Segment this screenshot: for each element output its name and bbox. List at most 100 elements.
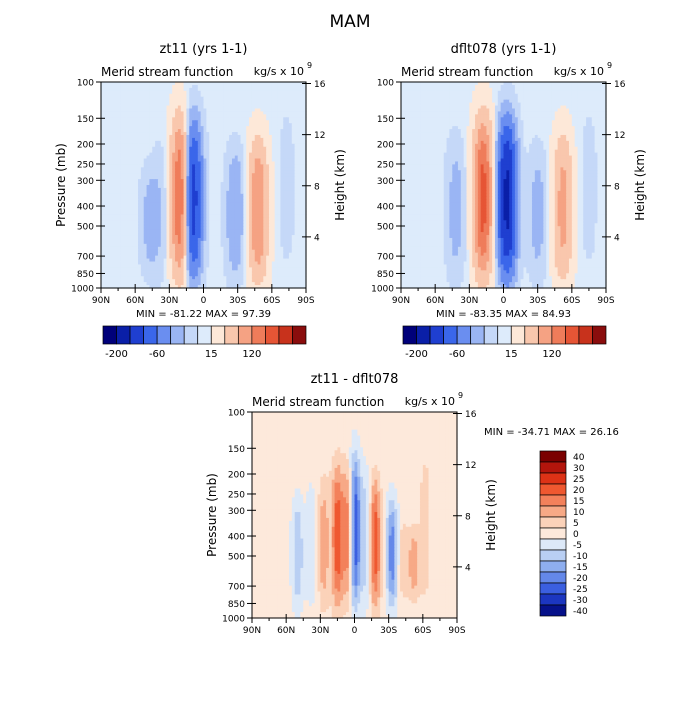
field-cell bbox=[169, 90, 173, 95]
field-cell bbox=[112, 252, 116, 257]
field-cell bbox=[251, 217, 256, 221]
field-cell bbox=[138, 232, 142, 236]
field-cell bbox=[163, 99, 168, 104]
field-cell bbox=[300, 164, 304, 168]
field-cell bbox=[286, 170, 290, 174]
field-cell bbox=[175, 211, 179, 216]
field-cell bbox=[177, 164, 182, 168]
field-cell bbox=[197, 237, 202, 242]
field-cell bbox=[249, 140, 253, 145]
field-cell bbox=[271, 246, 276, 251]
field-cell bbox=[183, 114, 188, 118]
field-cell bbox=[126, 255, 131, 260]
field-cell bbox=[220, 99, 225, 104]
field-cell bbox=[203, 217, 207, 221]
field-cell bbox=[163, 252, 168, 257]
field-cell bbox=[277, 208, 281, 213]
field-cell bbox=[249, 146, 253, 151]
field-cell bbox=[123, 235, 128, 239]
field-cell bbox=[266, 202, 270, 207]
field-cell bbox=[186, 237, 190, 242]
field-cell bbox=[226, 164, 230, 168]
field-cell bbox=[200, 176, 205, 180]
field-cell bbox=[186, 220, 190, 224]
field-cell bbox=[251, 173, 256, 177]
field-cell bbox=[271, 161, 276, 165]
field-cell bbox=[120, 246, 125, 251]
field-cell bbox=[257, 220, 262, 224]
field-cell bbox=[189, 246, 193, 251]
field-cell bbox=[288, 87, 293, 92]
field-cell bbox=[118, 214, 122, 218]
field-cell bbox=[146, 214, 151, 218]
field-cell bbox=[112, 149, 116, 154]
field-cell bbox=[220, 155, 225, 160]
field-cell bbox=[135, 108, 139, 113]
field-cell bbox=[101, 182, 105, 186]
field-cell bbox=[123, 93, 128, 98]
field-cell bbox=[209, 173, 213, 177]
field-cell bbox=[138, 117, 142, 121]
field-cell bbox=[120, 199, 125, 204]
field-cell bbox=[214, 123, 219, 127]
field-cell bbox=[146, 137, 151, 142]
field-cell bbox=[231, 240, 236, 245]
field-cell bbox=[291, 170, 296, 174]
field-cell bbox=[203, 90, 207, 95]
field-cell bbox=[192, 193, 196, 198]
field-cell bbox=[112, 235, 116, 239]
field-cell bbox=[189, 217, 193, 221]
field-cell bbox=[157, 199, 162, 204]
field-cell bbox=[214, 134, 219, 139]
field-cell bbox=[229, 196, 233, 201]
field-cell bbox=[263, 123, 267, 127]
field-cell bbox=[126, 173, 131, 177]
field-cell bbox=[135, 117, 139, 121]
field-cell bbox=[257, 134, 262, 139]
field-cell bbox=[132, 187, 136, 192]
field-cell bbox=[175, 258, 179, 263]
field-cell bbox=[163, 134, 168, 139]
field-cell bbox=[220, 185, 225, 189]
field-cell bbox=[217, 246, 222, 251]
field-cell bbox=[157, 229, 162, 233]
field-cell bbox=[126, 134, 131, 139]
field-cell bbox=[177, 82, 182, 86]
field-cell bbox=[294, 235, 299, 239]
field-cell bbox=[177, 249, 182, 254]
field-cell bbox=[189, 164, 193, 168]
field-cell bbox=[223, 173, 227, 177]
field-cell bbox=[223, 105, 227, 110]
field-cell bbox=[214, 237, 219, 242]
field-cell bbox=[183, 158, 188, 163]
field-cell bbox=[297, 93, 301, 98]
field-cell bbox=[212, 185, 216, 189]
field-cell bbox=[303, 237, 307, 242]
field-cell bbox=[283, 152, 287, 157]
field-cell bbox=[260, 167, 264, 171]
field-cell bbox=[254, 134, 259, 139]
field-cell bbox=[303, 105, 307, 110]
field-cell bbox=[286, 137, 290, 142]
field-cell bbox=[109, 126, 113, 130]
field-cell bbox=[257, 164, 262, 168]
field-cell bbox=[288, 211, 293, 216]
field-cell bbox=[231, 202, 236, 207]
field-cell bbox=[157, 105, 162, 110]
field-cell bbox=[231, 161, 236, 165]
field-cell bbox=[303, 229, 307, 233]
field-cell bbox=[106, 132, 111, 136]
field-cell bbox=[149, 117, 153, 121]
field-cell bbox=[260, 120, 264, 124]
field-cell bbox=[214, 137, 219, 142]
field-cell bbox=[234, 243, 239, 248]
field-cell bbox=[223, 240, 227, 245]
field-cell bbox=[291, 167, 296, 171]
field-cell bbox=[138, 173, 142, 177]
field-cell bbox=[249, 246, 253, 251]
field-cell bbox=[303, 140, 307, 145]
field-cell bbox=[106, 84, 111, 89]
field-cell bbox=[200, 90, 205, 95]
field-cell bbox=[277, 123, 281, 127]
field-cell bbox=[257, 152, 262, 157]
